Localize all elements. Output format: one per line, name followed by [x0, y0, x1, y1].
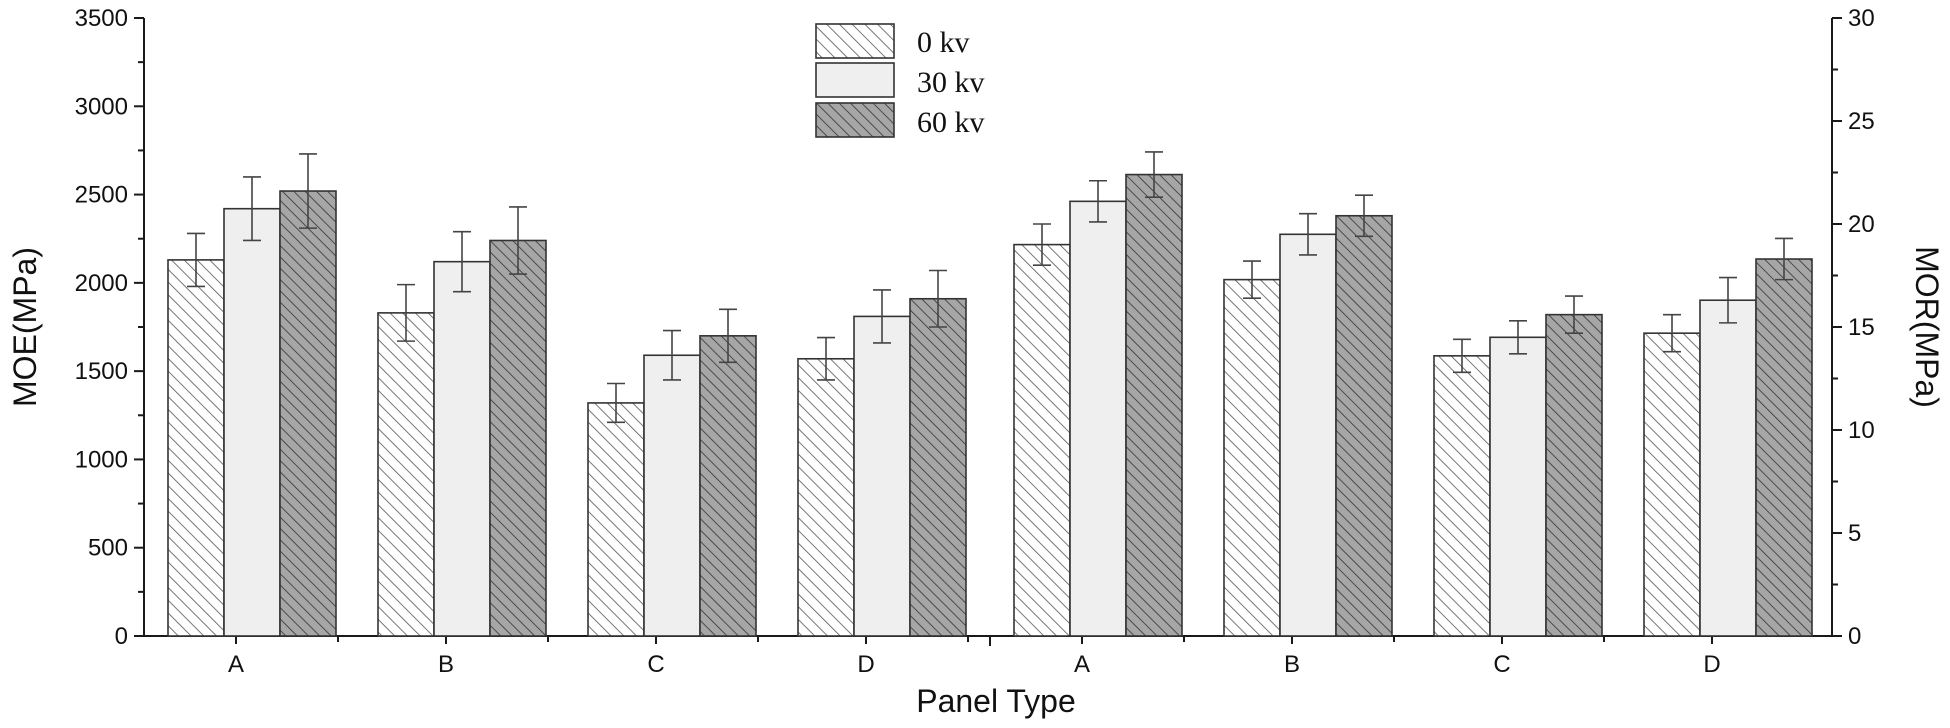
right-axis-tick-label: 10: [1848, 417, 1875, 444]
bar-moe-a-30kv: [223, 207, 281, 637]
legend: 0 kv 30 kv 60 kv: [815, 23, 985, 139]
x-tick-label: D: [857, 651, 874, 678]
left-y-axis: 0 500 1000 1500 2000 2500 3000 3500: [75, 5, 144, 650]
x-tick-label: D: [1703, 651, 1720, 678]
bar-mor-a-0kv: [1013, 243, 1071, 637]
bar-moe-b-60kv: [489, 239, 547, 637]
right-axis-tick-label: 0: [1848, 623, 1861, 650]
bar-moe-b-0kv: [377, 312, 435, 637]
left-axis-tick-label: 1000: [75, 446, 128, 473]
bar-moe-c-0kv: [587, 402, 645, 637]
bar-mor-b-30kv: [1279, 233, 1337, 637]
bar-moe-d-60kv: [909, 297, 967, 637]
bar-mor-b-0kv: [1223, 278, 1281, 637]
left-axis-tick-label: 3500: [75, 5, 128, 32]
bar-moe-d-0kv: [797, 357, 855, 637]
left-axis-tick-label: 500: [88, 535, 128, 562]
right-axis-title: MOR(MPa): [1909, 246, 1945, 408]
legend-swatch-30kv: [815, 62, 895, 98]
error-bars: [187, 151, 1793, 424]
legend-label-30kv: 30 kv: [917, 66, 985, 99]
x-tick-label: C: [647, 651, 664, 678]
left-axis-title: MOE(MPa): [7, 247, 43, 407]
bar-moe-c-30kv: [643, 354, 701, 637]
x-tick-label: A: [1074, 651, 1090, 678]
bar-mor-d-60kv: [1755, 258, 1813, 637]
left-axis-tick-label: 0: [115, 623, 128, 650]
legend-swatch-60kv: [815, 102, 895, 138]
x-tick-label: C: [1493, 651, 1510, 678]
right-axis-tick-label: 5: [1848, 520, 1861, 547]
bar-mor-a-30kv: [1069, 200, 1127, 637]
x-tick-label: B: [438, 651, 454, 678]
bar-moe-b-30kv: [433, 260, 491, 637]
legend-label-60kv: 60 kv: [917, 106, 985, 139]
bar-mor-d-0kv: [1643, 332, 1701, 637]
left-axis-tick-label: 2500: [75, 182, 128, 209]
x-tick-label: B: [1284, 651, 1300, 678]
right-axis-tick-label: 15: [1848, 314, 1875, 341]
right-axis-tick-label: 25: [1848, 108, 1875, 135]
x-tick-label: A: [228, 651, 244, 678]
bar-moe-d-30kv: [853, 315, 911, 637]
left-axis-tick-label: 2000: [75, 270, 128, 297]
bar-moe-a-60kv: [279, 190, 337, 637]
right-axis-tick-label: 20: [1848, 211, 1875, 238]
bar-mor-b-60kv: [1335, 214, 1393, 637]
legend-swatch-0kv: [815, 23, 895, 59]
right-axis-tick-label: 30: [1848, 5, 1875, 32]
x-axis-title: Panel Type: [916, 683, 1076, 719]
bars: [167, 173, 1813, 637]
bar-mor-a-60kv: [1125, 173, 1183, 637]
bar-mor-c-0kv: [1433, 355, 1491, 637]
bar-moe-a-0kv: [167, 259, 225, 637]
legend-label-0kv: 0 kv: [917, 26, 970, 59]
bar-mor-c-60kv: [1545, 313, 1603, 637]
left-axis-tick-label: 1500: [75, 358, 128, 385]
right-y-axis: 0 5 10 15 20 25 30: [1832, 5, 1875, 650]
bar-mor-c-30kv: [1489, 336, 1547, 637]
bar-moe-c-60kv: [699, 335, 757, 637]
left-axis-tick-label: 3000: [75, 93, 128, 120]
bar-mor-d-30kv: [1699, 299, 1757, 637]
